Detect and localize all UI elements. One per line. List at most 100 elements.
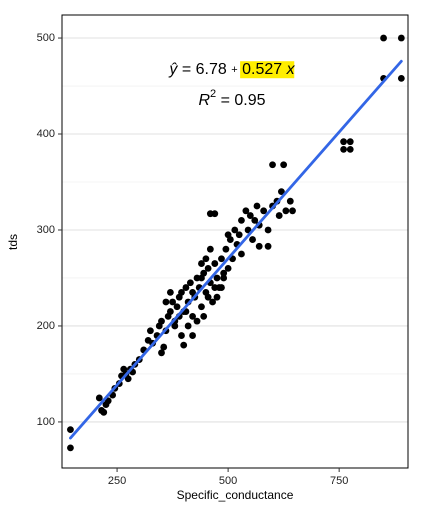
point <box>211 210 219 218</box>
fit-line-group <box>69 59 403 440</box>
point <box>178 332 185 339</box>
point <box>242 207 250 215</box>
point <box>124 375 132 383</box>
point <box>238 216 245 224</box>
point <box>211 284 219 291</box>
point <box>218 255 225 263</box>
point <box>246 212 254 219</box>
point <box>209 298 216 306</box>
point <box>171 322 179 330</box>
point <box>202 255 210 263</box>
point <box>189 332 196 339</box>
point <box>340 145 347 153</box>
point <box>224 231 232 239</box>
point <box>166 308 174 315</box>
point <box>189 312 196 320</box>
point <box>198 260 205 267</box>
y-tick-label: 200 <box>37 320 55 332</box>
point <box>198 274 205 282</box>
point <box>282 207 290 215</box>
point <box>224 264 232 272</box>
point <box>286 197 294 205</box>
point <box>95 394 103 402</box>
point <box>189 288 196 296</box>
point <box>264 242 272 250</box>
point <box>222 245 230 253</box>
point <box>280 161 288 169</box>
r-squared: R2 = 0.95 <box>198 85 265 109</box>
equals: = <box>182 61 191 78</box>
point <box>158 317 165 325</box>
point <box>184 322 192 330</box>
point <box>213 274 221 282</box>
point <box>158 349 165 357</box>
point <box>178 288 185 296</box>
point <box>213 293 221 301</box>
x-tick-label: 250 <box>108 475 126 487</box>
point <box>251 216 259 224</box>
point <box>397 74 405 82</box>
x-tick-label: 500 <box>219 475 237 487</box>
panel-border <box>61 14 409 469</box>
point <box>169 298 176 306</box>
y-tick-label: 300 <box>37 224 55 236</box>
x-axis-title: Specific_conductance <box>177 488 294 502</box>
point <box>204 264 212 272</box>
point <box>182 284 190 291</box>
grid <box>62 37 408 423</box>
y-hat: ŷ <box>168 61 178 78</box>
point <box>67 426 74 434</box>
point <box>200 312 208 320</box>
point <box>180 341 188 349</box>
x-tick-label: 750 <box>330 475 348 487</box>
point <box>269 161 276 169</box>
point <box>166 288 174 296</box>
point <box>193 317 201 325</box>
point <box>397 34 405 42</box>
point <box>198 303 205 311</box>
point <box>204 293 212 301</box>
point <box>67 444 74 452</box>
point <box>253 202 261 210</box>
plot-panel <box>62 15 408 468</box>
point <box>146 327 154 335</box>
point <box>346 145 354 153</box>
point <box>289 207 296 215</box>
sup: 2 <box>210 88 216 100</box>
r: R <box>198 92 210 109</box>
point <box>206 245 214 253</box>
y-tick-label: 400 <box>37 128 55 140</box>
point <box>278 188 285 195</box>
point <box>218 284 225 291</box>
point <box>186 279 194 287</box>
point <box>160 343 168 351</box>
fit-line <box>69 59 403 440</box>
point <box>260 207 268 215</box>
point <box>346 138 354 146</box>
point <box>211 260 219 267</box>
point <box>173 303 181 311</box>
point <box>264 226 272 234</box>
point <box>380 34 387 42</box>
point <box>231 226 239 234</box>
point <box>255 242 263 250</box>
point <box>162 298 170 306</box>
y-tick-label: 100 <box>37 416 55 428</box>
point <box>235 231 243 239</box>
y-tick-label: 500 <box>37 32 55 44</box>
equals: = <box>221 92 230 109</box>
y-axis-title: tds <box>6 234 20 250</box>
plus: + <box>231 64 237 76</box>
point <box>220 274 228 282</box>
point <box>244 226 252 234</box>
point <box>249 236 256 243</box>
point <box>275 212 283 219</box>
point <box>100 408 108 416</box>
intercept: 6.78 <box>196 61 227 78</box>
x-var: x <box>286 61 296 78</box>
point <box>340 138 347 146</box>
point <box>220 269 228 277</box>
slope: 0.527 <box>242 61 282 78</box>
equation: ŷ = 6.78 + 0.527 x <box>168 61 295 78</box>
